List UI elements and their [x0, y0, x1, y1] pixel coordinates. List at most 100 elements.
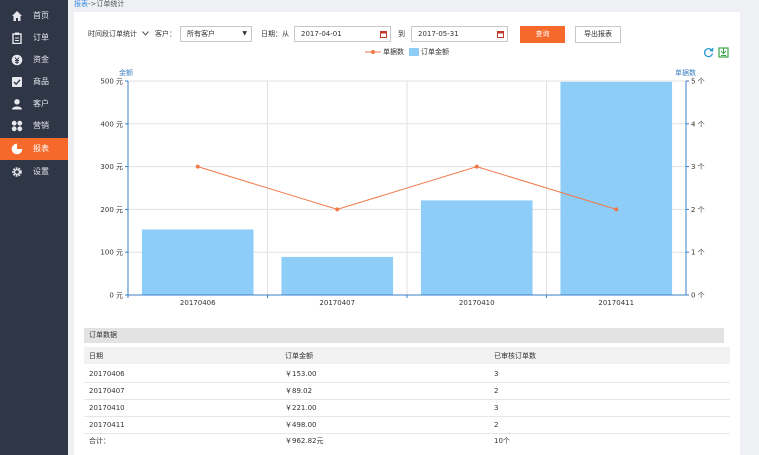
chevron-down-icon [142, 31, 150, 36]
customer-select[interactable]: 所有客户 ▼ [180, 26, 252, 42]
row-divider [84, 399, 730, 400]
x-axis-tick-label: 20170407 [319, 299, 355, 307]
breadcrumb-current: 订单统计 [96, 0, 125, 8]
breadcrumb: 报表->订单统计 [74, 0, 124, 10]
table-header-date[interactable]: 日期 [89, 352, 103, 360]
table-cell-amount: ￥153.00 [285, 370, 317, 378]
legend-label-amount[interactable]: 订单金额 [421, 48, 449, 56]
y2-axis-tick-label: 0 个 [691, 292, 705, 300]
chart-bar [281, 256, 394, 295]
date-from-label: 日期：从 [261, 30, 289, 38]
sidebar-item-label: 商品 [33, 77, 49, 86]
y-axis-tick-label: 300 元 [100, 163, 123, 171]
sidebar: 首页 订单 资金 商品 客户 营销 报表 设置 [0, 0, 68, 455]
y2-axis-tick-label: 4 个 [691, 120, 705, 128]
table-cell-date: 20170411 [89, 421, 125, 429]
y2-axis-title: 单据数 [675, 68, 696, 77]
table-cell-date: 20170410 [89, 404, 125, 412]
clipboard-icon [12, 32, 22, 44]
x-axis-tick-label: 20170411 [598, 299, 634, 307]
chart-point [195, 164, 200, 169]
stat-type-select[interactable]: 时间段订单统计 [88, 28, 150, 40]
sidebar-item-reports[interactable]: 报表 [0, 138, 68, 160]
table-total-label: 合计： [89, 437, 110, 445]
chart-point [474, 164, 479, 169]
date-from-value: 2017-04-01 [301, 30, 342, 38]
table-total-amount: ￥962.82元 [285, 437, 324, 445]
y-axis-tick-label: 500 元 [100, 78, 123, 86]
table-cell-count: 3 [494, 370, 499, 378]
y-axis-tick-label: 100 元 [100, 249, 123, 257]
table-header-count[interactable]: 已审核订单数 [494, 352, 536, 360]
user-icon [12, 99, 22, 110]
checkbox-icon [12, 77, 22, 87]
sidebar-item-marketing[interactable]: 营销 [0, 115, 68, 137]
chart-bar [141, 229, 254, 295]
sidebar-item-label: 营销 [33, 121, 49, 130]
legend-bar-marker [409, 48, 419, 56]
legend-line-marker [365, 50, 381, 54]
x-axis-tick-label: 20170406 [180, 299, 216, 307]
table-cell-amount: ￥498.00 [285, 421, 317, 429]
chart-bar [420, 200, 533, 295]
home-icon [12, 11, 22, 21]
sidebar-item-customers[interactable]: 客户 [0, 93, 68, 115]
breadcrumb-link-reports[interactable]: 报表 [74, 0, 88, 8]
save-image-icon[interactable] [718, 47, 729, 58]
table-header-row [84, 347, 730, 364]
gear-icon [12, 167, 22, 177]
table-cell-date: 20170406 [89, 370, 125, 378]
sidebar-item-orders[interactable]: 订单 [0, 27, 68, 49]
y-axis-tick-label: 200 元 [100, 206, 123, 214]
calendar-icon[interactable] [497, 30, 504, 38]
breadcrumb-separator: -> [88, 0, 97, 8]
table-cell-count: 2 [494, 387, 499, 395]
chart-bar [560, 81, 673, 295]
caret-down-icon: ▼ [242, 30, 247, 37]
sidebar-item-label: 报表 [33, 144, 49, 153]
sidebar-item-label: 设置 [33, 167, 49, 176]
date-from-input[interactable]: 2017-04-01 [294, 26, 391, 42]
y2-axis-tick-label: 1 个 [691, 249, 705, 257]
y-axis-tick-label: 0 元 [109, 292, 123, 300]
y2-axis-tick-label: 5 个 [691, 78, 705, 86]
sidebar-item-home[interactable]: 首页 [0, 5, 68, 27]
table-total-count: 10个 [494, 437, 510, 445]
table-cell-date: 20170407 [89, 387, 125, 395]
order-chart: 0 元 0 个 100 元 1 个 200 元 2 个 300 元 3 个 400 元 4 个 50… [100, 68, 705, 307]
row-divider [84, 416, 730, 417]
sidebar-item-settings[interactable]: 设置 [0, 161, 68, 183]
calendar-icon[interactable] [380, 30, 387, 38]
export-report-button[interactable]: 导出报表 [575, 26, 621, 43]
date-to-input[interactable]: 2017-05-31 [411, 26, 508, 42]
customer-select-value: 所有客户 [187, 30, 215, 38]
legend-label-count[interactable]: 单据数 [383, 48, 404, 56]
money-circle-icon [11, 54, 23, 66]
row-divider [84, 433, 730, 434]
date-to-label: 到 [398, 30, 405, 38]
query-button[interactable]: 查询 [520, 26, 565, 43]
stat-type-value: 时间段订单统计 [88, 30, 137, 38]
y-axis-title: 金额 [119, 68, 133, 77]
sidebar-item-label: 客户 [33, 99, 49, 108]
y2-axis-tick-label: 2 个 [691, 206, 705, 214]
sidebar-item-products[interactable]: 商品 [0, 71, 68, 93]
pie-chart-icon [11, 143, 23, 155]
row-divider [84, 382, 730, 383]
chart-point [614, 207, 619, 212]
y2-axis-tick-label: 3 个 [691, 163, 705, 171]
chart-line-count [197, 166, 617, 210]
table-cell-amount: ￥89.02 [285, 387, 313, 395]
x-axis-tick-label: 20170410 [459, 299, 495, 307]
refresh-icon[interactable] [703, 47, 714, 58]
sidebar-item-funds[interactable]: 资金 [0, 49, 68, 71]
grid-icon [11, 120, 23, 132]
chart-point [335, 207, 340, 212]
sidebar-item-label: 资金 [33, 55, 49, 64]
date-to-value: 2017-05-31 [418, 30, 459, 38]
table-cell-count: 3 [494, 404, 499, 412]
table-section-title: 订单数据 [84, 328, 724, 343]
table-cell-count: 2 [494, 421, 499, 429]
table-header-amount[interactable]: 订单金额 [285, 352, 313, 360]
y-axis-tick-label: 400 元 [100, 120, 123, 128]
